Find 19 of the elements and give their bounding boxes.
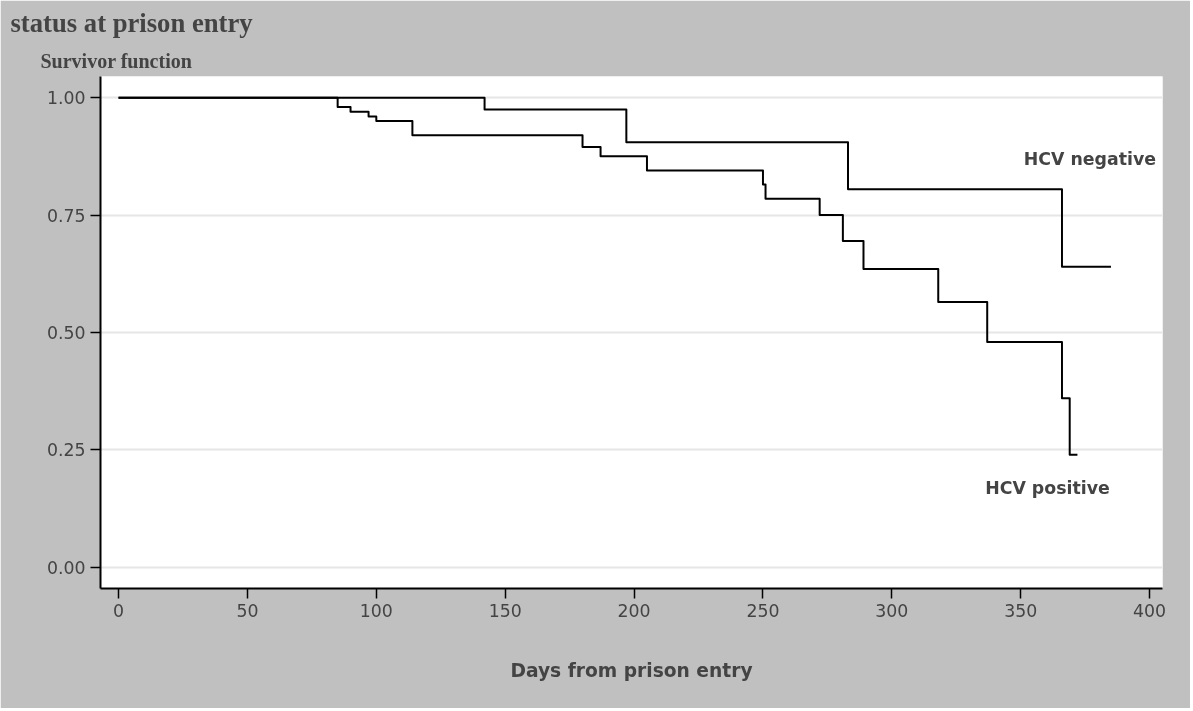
- x-tick-label: 250: [746, 600, 780, 621]
- x-axis-title: Days from prison entry: [510, 659, 753, 681]
- x-tick-label: 0: [113, 600, 125, 621]
- x-tick-label: 100: [359, 600, 393, 621]
- y-tick-label: 0.50: [46, 323, 86, 343]
- x-tick-label: 150: [488, 600, 522, 621]
- x-tick-label: 400: [1133, 600, 1167, 621]
- x-tick-label: 300: [875, 600, 909, 621]
- chart-title: status at prison entry: [10, 7, 254, 38]
- x-tick-label: 50: [236, 600, 259, 621]
- y-tick-label: 0.25: [46, 440, 86, 461]
- x-tick-label: 200: [617, 600, 651, 621]
- y-tick-label: 0.00: [46, 557, 86, 578]
- x-tick-label: 350: [1004, 600, 1038, 621]
- y-tick-label: 0.75: [46, 205, 86, 226]
- y-axis-title: Survivor function: [40, 49, 192, 72]
- series-label: HCV negative: [1023, 148, 1156, 169]
- y-tick-label: 1.00: [46, 88, 86, 109]
- text: HCV positive: [985, 477, 1110, 498]
